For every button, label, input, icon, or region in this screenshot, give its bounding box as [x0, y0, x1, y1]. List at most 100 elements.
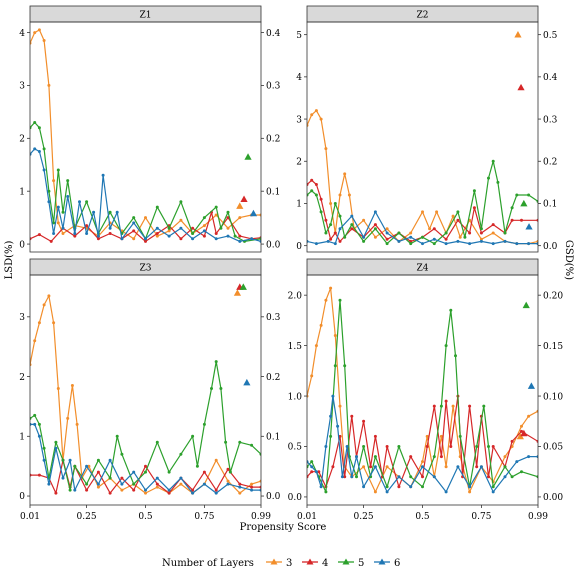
- data-point-layers-5: [362, 445, 366, 448]
- data-point-layers-6: [421, 465, 424, 469]
- data-point-layers-5: [432, 455, 436, 459]
- data-point-layers-6: [73, 232, 77, 235]
- data-point-layers-4: [472, 206, 476, 210]
- y-left-tick-label: 2: [19, 373, 25, 383]
- data-point-layers-6: [350, 214, 354, 218]
- panel-z2: Z2 0 1 2 3 4 5 0.0 0.1 0.2 0.3 0.4 0.5: [296, 5, 558, 253]
- series-line-layers-6: [307, 211, 538, 245]
- data-point-layers-5: [310, 189, 314, 193]
- data-point-layers-4: [226, 467, 230, 471]
- y-right-tick-label: 0.5: [543, 31, 558, 41]
- data-point-layers-4: [155, 482, 159, 486]
- data-point-layers-6: [314, 242, 318, 246]
- data-point-layers-4: [202, 470, 206, 474]
- data-point-layers-3: [347, 193, 351, 197]
- data-point-layers-5: [458, 434, 462, 438]
- series-line-layers-3: [30, 295, 261, 494]
- data-point-layers-3: [250, 482, 254, 486]
- data-point-layers-4: [439, 455, 443, 459]
- legend-key-marker-layers-3: [270, 558, 278, 565]
- data-point-layers-6: [37, 150, 41, 153]
- data-point-layers-6: [373, 465, 377, 469]
- data-point-layers-6: [385, 231, 389, 235]
- data-point-layers-5: [132, 216, 136, 220]
- y-right-tick-label: 0.0: [266, 240, 281, 250]
- data-point-layers-3: [373, 235, 377, 239]
- gsd-marker-layers-3: [514, 31, 522, 38]
- gsd-marker-layers-4: [517, 83, 525, 91]
- data-point-layers-5: [482, 404, 486, 408]
- data-point-layers-6: [47, 482, 51, 486]
- data-point-layers-5: [52, 221, 56, 225]
- data-point-layers-4: [468, 231, 472, 235]
- data-point-layers-5: [449, 308, 453, 312]
- data-point-layers-6: [250, 237, 254, 241]
- y-left-axis-title: LSD(%): [4, 241, 15, 280]
- data-point-layers-5: [224, 440, 228, 444]
- data-point-layers-5: [42, 446, 46, 450]
- y-left-tick-label: 3: [19, 313, 25, 323]
- y-left-tick-label: 3: [19, 82, 25, 92]
- data-point-layers-5: [409, 242, 413, 246]
- gsd-marker-layers-5: [520, 199, 528, 207]
- data-point-layers-6: [56, 205, 60, 209]
- data-point-layers-4: [85, 224, 89, 228]
- data-point-layers-4: [444, 399, 448, 403]
- x-axis-title: Propensity Score: [240, 522, 327, 533]
- data-point-layers-5: [37, 422, 41, 426]
- legend-title: Number of Layers: [162, 558, 254, 569]
- data-point-layers-5: [202, 216, 206, 220]
- data-point-layers-5: [350, 223, 354, 227]
- data-point-layers-4: [331, 465, 335, 469]
- data-point-layers-3: [319, 117, 323, 121]
- data-point-layers-3: [324, 147, 328, 151]
- data-point-layers-3: [435, 210, 439, 214]
- data-point-layers-4: [491, 445, 495, 448]
- y-left-tick-label: 2: [296, 157, 302, 167]
- data-point-layers-3: [439, 434, 443, 438]
- data-point-layers-6: [108, 458, 112, 462]
- data-point-layers-5: [167, 470, 171, 474]
- data-point-layers-6: [468, 242, 472, 246]
- data-point-layers-3: [409, 231, 413, 235]
- data-point-layers-5: [329, 434, 333, 438]
- data-point-layers-4: [373, 223, 377, 227]
- data-point-layers-4: [425, 445, 429, 448]
- series-line-layers-5: [30, 121, 261, 242]
- data-point-layers-5: [397, 231, 401, 235]
- data-point-layers-5: [385, 242, 389, 246]
- data-point-layers-4: [373, 434, 377, 438]
- data-point-layers-3: [421, 460, 424, 464]
- data-point-layers-4: [317, 470, 321, 474]
- data-point-layers-3: [214, 458, 218, 462]
- data-point-layers-6: [52, 232, 56, 235]
- data-point-layers-5: [96, 458, 100, 462]
- gsd-marker-layers-3: [516, 432, 524, 440]
- data-point-layers-6: [314, 470, 318, 474]
- data-point-layers-6: [362, 485, 366, 489]
- data-point-layers-6: [479, 239, 483, 243]
- legend-label-layers-6: 6: [394, 558, 400, 569]
- data-point-layers-5: [42, 147, 46, 151]
- panel-series-group: [30, 28, 261, 243]
- data-point-layers-5: [432, 242, 436, 246]
- data-point-layers-5: [66, 179, 70, 183]
- panel-z3: Z3 0 1 2 3 0.0 0.1 0.2 0.3 0.01 0.25 0.5 0.75 0.99: [19, 258, 281, 522]
- y-left-tick-label: 3: [296, 115, 302, 125]
- data-point-layers-3: [458, 235, 462, 239]
- data-point-layers-6: [250, 488, 254, 492]
- x-tick-label: 0.25: [354, 512, 374, 522]
- data-point-layers-6: [491, 242, 495, 246]
- y-right-tick-label: 0.3: [543, 115, 558, 125]
- data-point-layers-5: [487, 445, 490, 448]
- data-point-layers-5: [314, 193, 318, 197]
- data-point-layers-5: [179, 452, 183, 456]
- data-point-layers-4: [343, 475, 347, 479]
- data-point-layers-3: [527, 414, 531, 418]
- data-point-layers-3: [329, 286, 333, 290]
- y-right-tick-label: 0.2: [543, 157, 557, 167]
- data-point-layers-6: [338, 227, 342, 231]
- legend-key-marker-layers-4: [306, 558, 314, 565]
- data-point-layers-6: [432, 475, 436, 479]
